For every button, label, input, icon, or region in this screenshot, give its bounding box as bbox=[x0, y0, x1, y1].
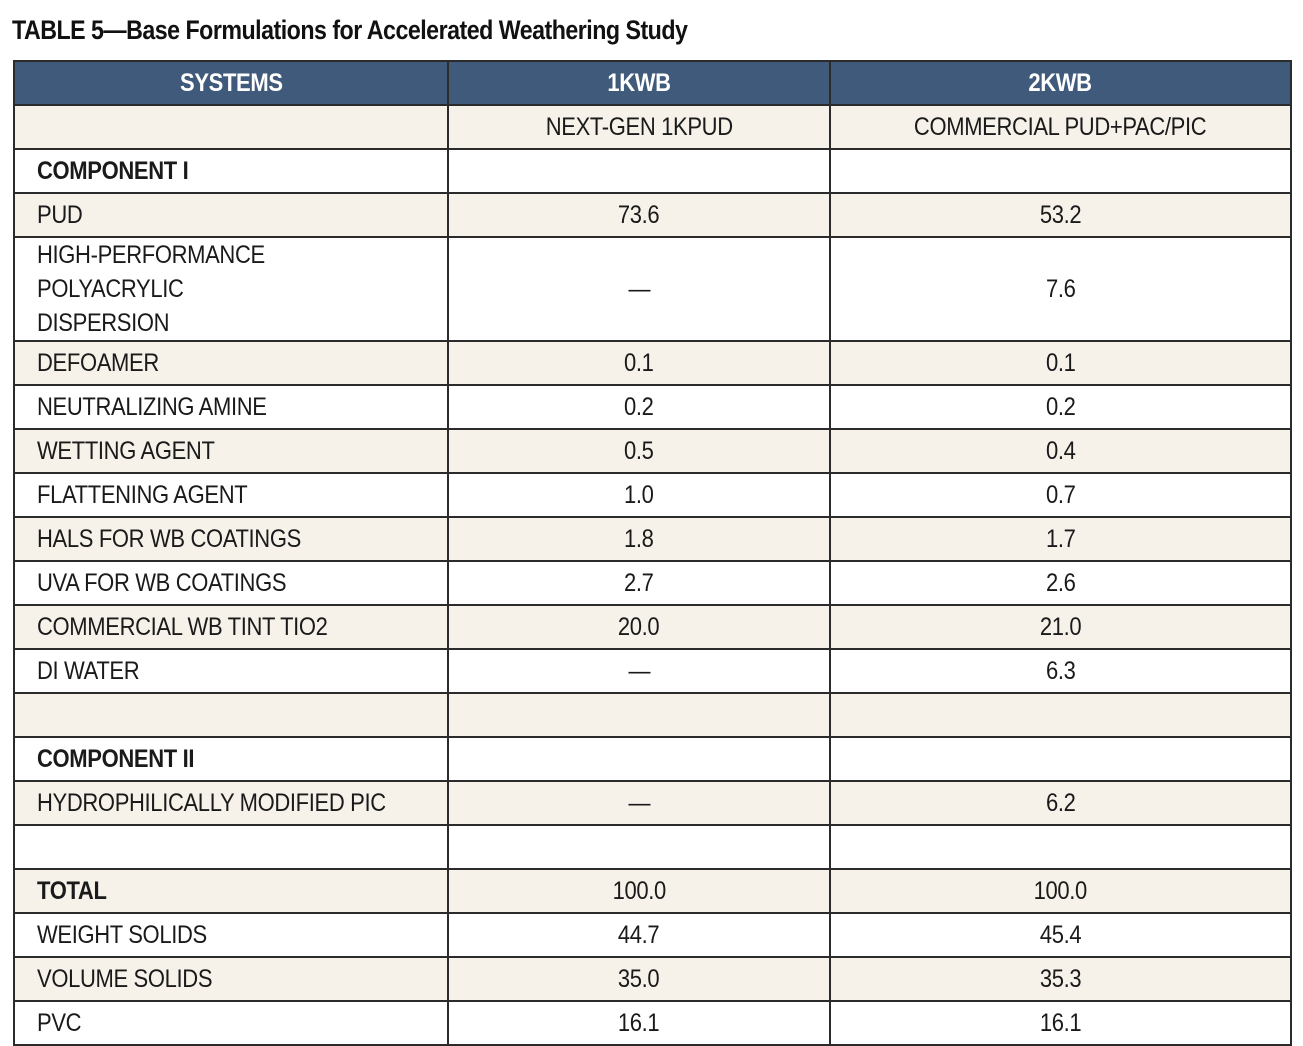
table-row: WEIGHT SOLIDS 44.7 45.4 bbox=[13, 912, 1292, 958]
row-value-2kwb bbox=[829, 692, 1292, 738]
row-value-1kwb bbox=[447, 148, 831, 194]
table-row: HALS FOR WB COATINGS 1.8 1.7 bbox=[13, 516, 1292, 562]
row-label: COMPONENT II bbox=[13, 736, 449, 782]
header-row: SYSTEMS 1KWB 2KWB bbox=[13, 60, 1292, 106]
table-row: UVA FOR WB COATINGS 2.7 2.6 bbox=[13, 560, 1292, 606]
column-header-2kwb: 2KWB bbox=[829, 60, 1292, 106]
row-value-1kwb: — bbox=[447, 780, 831, 826]
row-label: HIGH-PERFORMANCE POLYACRYLIC DISPERSION bbox=[13, 236, 449, 342]
row-value-2kwb: 45.4 bbox=[829, 912, 1292, 958]
table-title: TABLE 5—Base Formulations for Accelerate… bbox=[12, 15, 688, 45]
row-value-2kwb: 100.0 bbox=[829, 868, 1292, 914]
row-value-1kwb: 1.0 bbox=[447, 472, 831, 518]
table-row-spacer bbox=[13, 692, 1292, 738]
row-value-1kwb: 0.1 bbox=[447, 340, 831, 386]
table-row: PVC 16.1 16.1 bbox=[13, 1000, 1292, 1046]
table-row: DI WATER — 6.3 bbox=[13, 648, 1292, 694]
row-value-2kwb: 7.6 bbox=[829, 236, 1292, 342]
row-value-2kwb: 21.0 bbox=[829, 604, 1292, 650]
row-value-2kwb: 2.6 bbox=[829, 560, 1292, 606]
column-header-1kwb: 1KWB bbox=[447, 60, 831, 106]
row-label-line: HIGH-PERFORMANCE POLYACRYLIC bbox=[37, 241, 265, 303]
row-value-1kwb: 0.5 bbox=[447, 428, 831, 474]
row-value-1kwb: 20.0 bbox=[447, 604, 831, 650]
row-value-2kwb: 0.1 bbox=[829, 340, 1292, 386]
row-value-2kwb: 35.3 bbox=[829, 956, 1292, 1002]
row-value-1kwb: 44.7 bbox=[447, 912, 831, 958]
row-label: COMMERCIAL WB TINT TIO2 bbox=[13, 604, 449, 650]
row-value-1kwb bbox=[447, 692, 831, 738]
row-label: NEUTRALIZING AMINE bbox=[13, 384, 449, 430]
row-value-2kwb: 6.3 bbox=[829, 648, 1292, 694]
table-row: COMPONENT I bbox=[13, 148, 1292, 194]
row-value-1kwb: 16.1 bbox=[447, 1000, 831, 1046]
row-value-1kwb: — bbox=[447, 648, 831, 694]
table-row: HIGH-PERFORMANCE POLYACRYLIC DISPERSION … bbox=[13, 236, 1292, 342]
table-row: DEFOAMER 0.1 0.1 bbox=[13, 340, 1292, 386]
row-value-1kwb bbox=[447, 736, 831, 782]
row-value-1kwb: — bbox=[447, 236, 831, 342]
row-label: WETTING AGENT bbox=[13, 428, 449, 474]
row-value-2kwb: 0.2 bbox=[829, 384, 1292, 430]
row-label: FLATTENING AGENT bbox=[13, 472, 449, 518]
row-value-1kwb: 35.0 bbox=[447, 956, 831, 1002]
row-value-2kwb: 1.7 bbox=[829, 516, 1292, 562]
row-label bbox=[13, 824, 449, 870]
row-value-2kwb bbox=[829, 148, 1292, 194]
row-label: UVA FOR WB COATINGS bbox=[13, 560, 449, 606]
row-value-2kwb bbox=[829, 824, 1292, 870]
table-row: HYDROPHILICALLY MODIFIED PIC — 6.2 bbox=[13, 780, 1292, 826]
row-label: PUD bbox=[13, 192, 449, 238]
row-label: PVC bbox=[13, 1000, 449, 1046]
row-value-1kwb bbox=[447, 824, 831, 870]
subheader-row: NEXT-GEN 1KPUD COMMERCIAL PUD+PAC/PIC bbox=[13, 104, 1292, 150]
table-row: COMMERCIAL WB TINT TIO2 20.0 21.0 bbox=[13, 604, 1292, 650]
row-value-1kwb: 1.8 bbox=[447, 516, 831, 562]
row-label: TOTAL bbox=[13, 868, 449, 914]
column-header-systems: SYSTEMS bbox=[13, 60, 449, 106]
row-value-2kwb: 0.7 bbox=[829, 472, 1292, 518]
formulation-table: SYSTEMS 1KWB 2KWB NEXT-GEN 1KPUD COMMERC… bbox=[13, 60, 1292, 1046]
row-value-2kwb: 0.4 bbox=[829, 428, 1292, 474]
row-value-2kwb bbox=[829, 736, 1292, 782]
table-row: TOTAL 100.0 100.0 bbox=[13, 868, 1292, 914]
row-value-1kwb: 73.6 bbox=[447, 192, 831, 238]
table-row: FLATTENING AGENT 1.0 0.7 bbox=[13, 472, 1292, 518]
row-label: DI WATER bbox=[13, 648, 449, 694]
table-row: NEUTRALIZING AMINE 0.2 0.2 bbox=[13, 384, 1292, 430]
row-label-line: DISPERSION bbox=[37, 309, 170, 337]
subheader-cell-2kwb: COMMERCIAL PUD+PAC/PIC bbox=[829, 104, 1292, 150]
row-label: HYDROPHILICALLY MODIFIED PIC bbox=[13, 780, 449, 826]
row-value-2kwb: 16.1 bbox=[829, 1000, 1292, 1046]
table-row: WETTING AGENT 0.5 0.4 bbox=[13, 428, 1292, 474]
row-value-1kwb: 2.7 bbox=[447, 560, 831, 606]
row-label: HALS FOR WB COATINGS bbox=[13, 516, 449, 562]
subheader-cell-label bbox=[13, 104, 449, 150]
subheader-cell-1kwb: NEXT-GEN 1KPUD bbox=[447, 104, 831, 150]
row-value-1kwb: 100.0 bbox=[447, 868, 831, 914]
row-label: DEFOAMER bbox=[13, 340, 449, 386]
row-label: COMPONENT I bbox=[13, 148, 449, 194]
table-row: PUD 73.6 53.2 bbox=[13, 192, 1292, 238]
table-row-spacer bbox=[13, 824, 1292, 870]
row-label bbox=[13, 692, 449, 738]
table-row: VOLUME SOLIDS 35.0 35.3 bbox=[13, 956, 1292, 1002]
table-row: COMPONENT II bbox=[13, 736, 1292, 782]
row-label: VOLUME SOLIDS bbox=[13, 956, 449, 1002]
row-value-2kwb: 53.2 bbox=[829, 192, 1292, 238]
row-value-2kwb: 6.2 bbox=[829, 780, 1292, 826]
row-value-1kwb: 0.2 bbox=[447, 384, 831, 430]
row-label: WEIGHT SOLIDS bbox=[13, 912, 449, 958]
